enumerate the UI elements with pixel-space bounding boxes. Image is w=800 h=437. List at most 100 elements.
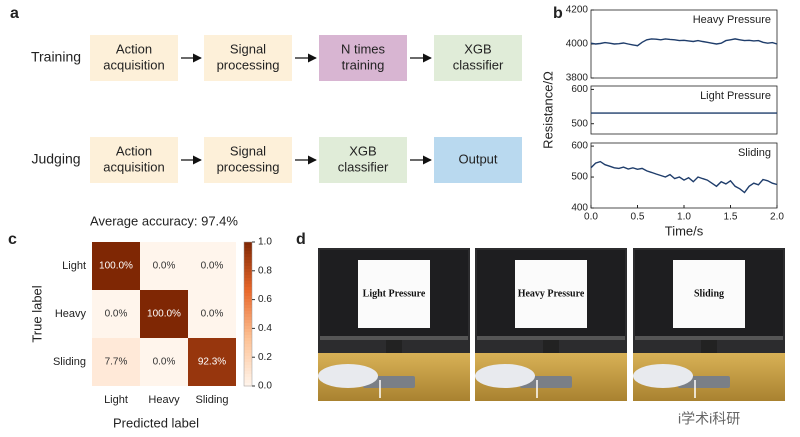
heatmap-title: Average accuracy: 97.4%: [90, 213, 238, 228]
colorbar-step: [244, 323, 252, 327]
cell-label: 0.0%: [153, 357, 176, 368]
step-label: Action: [116, 41, 152, 56]
y-tick-label: 500: [571, 172, 588, 183]
step-box: [90, 137, 178, 183]
cell-label: 92.3%: [198, 357, 226, 368]
panel-label: c: [8, 231, 17, 248]
step-label: processing: [217, 57, 280, 72]
colorbar-step: [244, 344, 252, 348]
step-label: acquisition: [103, 159, 164, 174]
y-tick-label: Light: [62, 260, 86, 272]
y-axis-label: True label: [29, 285, 44, 342]
cell-label: 0.0%: [105, 309, 128, 320]
colorbar-step: [244, 281, 252, 285]
hand: [475, 364, 535, 388]
cell-label: 0.0%: [201, 309, 224, 320]
annotation: Light Pressure: [700, 90, 771, 102]
colorbar-step: [244, 278, 252, 282]
cell-label: 0.0%: [153, 261, 176, 272]
colorbar-step: [244, 383, 252, 387]
step-label: acquisition: [103, 57, 164, 72]
step-box: [434, 35, 522, 81]
cell-label: 0.0%: [201, 261, 224, 272]
cell-label: 100.0%: [99, 261, 133, 272]
annotation: Sliding: [738, 147, 771, 159]
colorbar-label: 1.0: [258, 237, 272, 248]
y-tick-label: 600: [571, 84, 588, 95]
colorbar-label: 0.6: [258, 294, 272, 305]
heatmap-cell: [140, 290, 188, 338]
x-tick-label: Sliding: [195, 394, 228, 406]
step-label: XGB: [464, 41, 491, 56]
colorbar-step: [244, 365, 252, 369]
colorbar-step: [244, 374, 252, 378]
colorbar-step: [244, 251, 252, 255]
colorbar-step: [244, 362, 252, 366]
colorbar-step: [244, 326, 252, 330]
y-tick-label: 4000: [566, 39, 589, 50]
panel-label: b: [553, 5, 563, 22]
colorbar-step: [244, 248, 252, 252]
colorbar-step: [244, 308, 252, 312]
colorbar-label: 0.2: [258, 352, 272, 363]
step-label: XGB: [349, 143, 376, 158]
colorbar-step: [244, 296, 252, 300]
x-tick-label: 0.5: [631, 212, 645, 223]
colorbar-step: [244, 359, 252, 363]
colorbar-step: [244, 272, 252, 276]
colorbar-step: [244, 356, 252, 360]
x-tick-label: Heavy: [148, 394, 180, 406]
step-box: [90, 35, 178, 81]
step-box: [319, 137, 407, 183]
colorbar-step: [244, 350, 252, 354]
hand: [318, 364, 378, 388]
colorbar-label: 0.0: [258, 381, 272, 392]
colorbar-step: [244, 305, 252, 309]
step-label: Output: [458, 151, 497, 166]
colorbar-step: [244, 380, 252, 384]
heatmap-cell: [188, 338, 236, 386]
step-box: [204, 35, 292, 81]
line-series: [590, 38, 778, 47]
colorbar-step: [244, 335, 252, 339]
row-label: Judging: [31, 151, 80, 167]
sign-text: Heavy Pressure: [518, 288, 585, 299]
heatmap-cell: [92, 290, 140, 338]
line-series: [590, 160, 778, 194]
heatmap-cell: [92, 338, 140, 386]
step-label: Signal: [230, 41, 266, 56]
annotation: Heavy Pressure: [693, 14, 771, 26]
sign-card: [358, 260, 430, 328]
colorbar-step: [244, 257, 252, 261]
step-box: [434, 137, 522, 183]
colorbar-step: [244, 290, 252, 294]
x-tick-label: 0.0: [584, 212, 598, 223]
colorbar-step: [244, 260, 252, 264]
heatmap-cell: [188, 290, 236, 338]
colorbar-step: [244, 287, 252, 291]
colorbar-step: [244, 275, 252, 279]
monitor-bezel: [477, 336, 625, 340]
panel-label: d: [296, 231, 306, 248]
colorbar-step: [244, 266, 252, 270]
y-tick-label: Heavy: [55, 308, 87, 320]
colorbar-step: [244, 347, 252, 351]
step-box: [204, 137, 292, 183]
colorbar-step: [244, 371, 252, 375]
colorbar-step: [244, 311, 252, 315]
cell-label: 7.7%: [105, 357, 128, 368]
sign-card: [515, 260, 587, 328]
cell-label: 100.0%: [147, 309, 181, 320]
heatmap-cell: [140, 242, 188, 290]
row-label: Training: [31, 49, 81, 65]
heatmap-cell: [92, 242, 140, 290]
colorbar-step: [244, 263, 252, 267]
watermark: i学术i科研: [678, 411, 740, 427]
colorbar-step: [244, 329, 252, 333]
y-tick-label: 3800: [566, 73, 589, 84]
step-label: classifier: [453, 57, 504, 72]
panel-label: a: [10, 5, 19, 22]
x-tick-label: Light: [104, 394, 128, 406]
sign-text: Sliding: [694, 288, 724, 299]
